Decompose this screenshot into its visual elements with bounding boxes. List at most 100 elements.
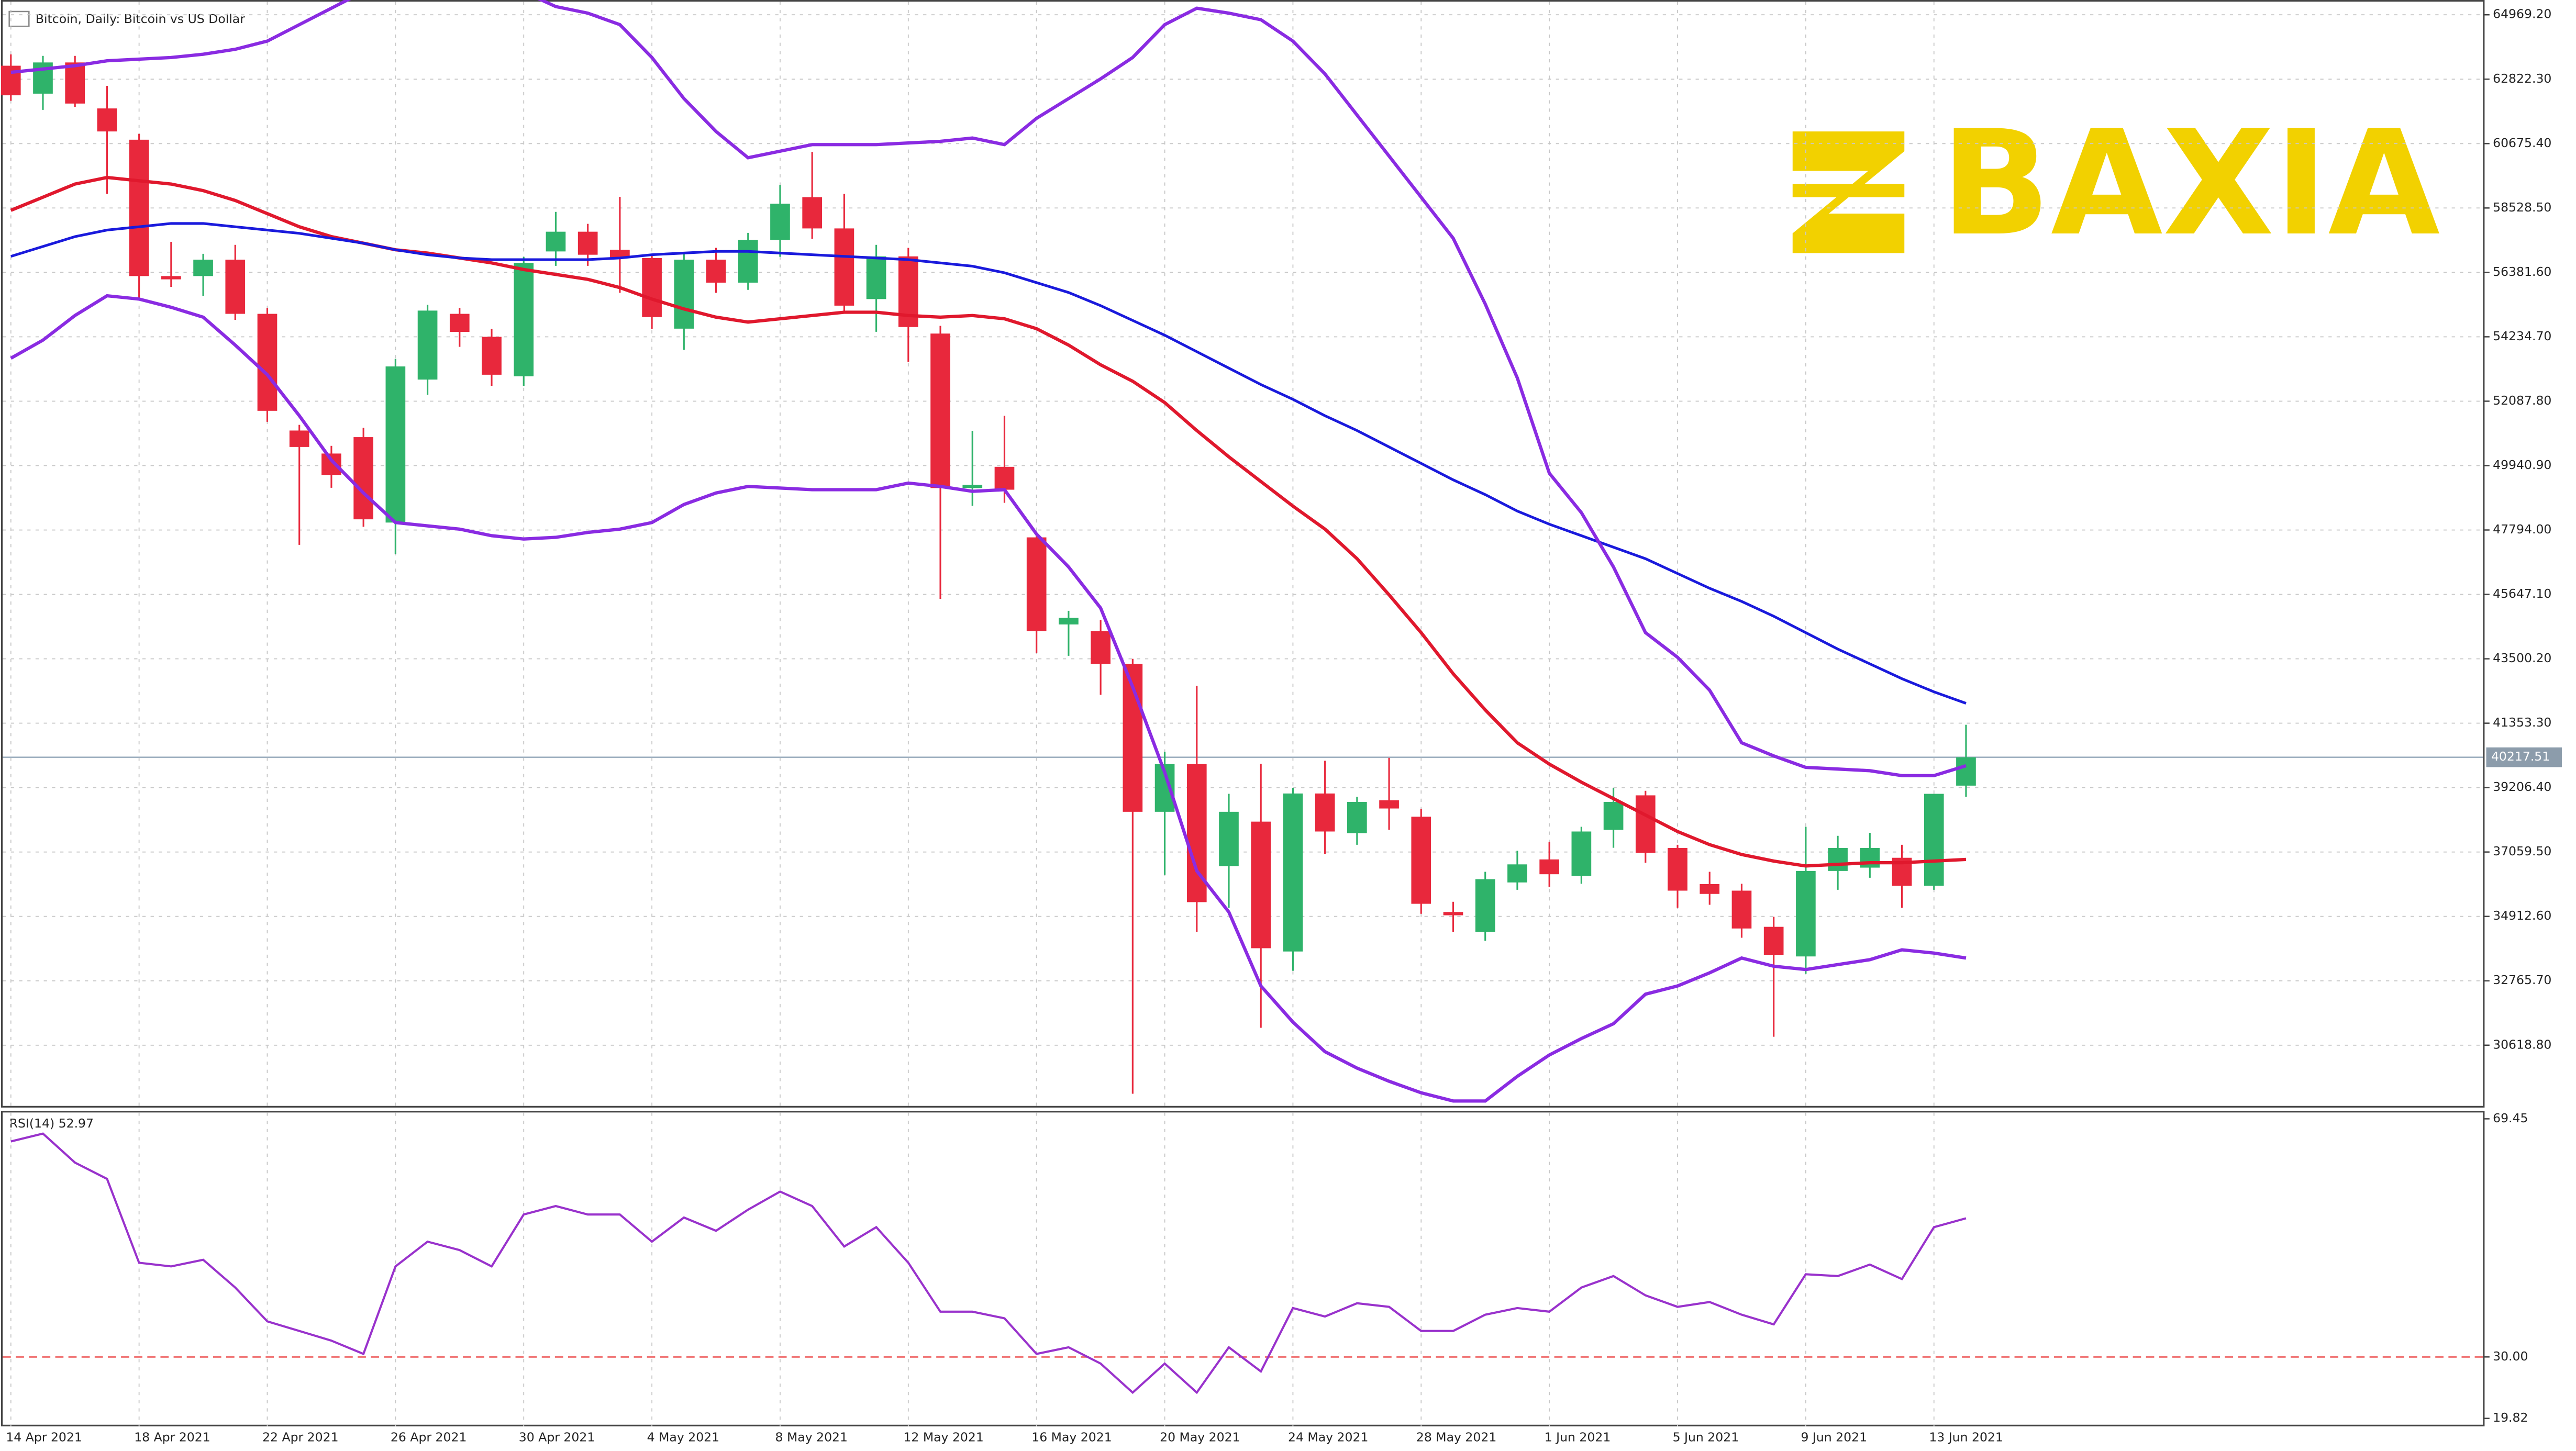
indicator-line <box>10 222 1967 705</box>
candle-body <box>674 260 694 329</box>
candle-body <box>1443 912 1463 916</box>
y-tick-label: 43500.20 <box>2493 651 2551 665</box>
candle-body <box>866 256 886 299</box>
candle-body <box>1219 811 1239 866</box>
candle-body <box>1411 817 1431 904</box>
candle-body <box>1379 800 1399 809</box>
candle-body <box>1059 618 1079 624</box>
x-tick-label: 9 Jun 2021 <box>1801 1430 1867 1444</box>
y-tick-label: 69.45 <box>2493 1111 2528 1125</box>
plot-area <box>3 1132 2483 1394</box>
candle-body <box>385 366 406 523</box>
y-tick-label: 58528.50 <box>2493 200 2551 215</box>
candle-body <box>1731 890 1752 929</box>
symbol-icon <box>8 10 30 27</box>
y-tick-label: 45647.10 <box>2493 586 2551 601</box>
candle-body <box>770 204 790 240</box>
x-tick-label: 4 May 2021 <box>647 1430 719 1444</box>
last-price-box <box>2486 747 2562 767</box>
candle-body <box>1956 757 1976 786</box>
y-tick-label: 49940.90 <box>2493 457 2551 472</box>
y-tick-label: 41353.30 <box>2493 715 2551 730</box>
chart-title: Bitcoin, Daily: Bitcoin vs US Dollar <box>36 12 245 26</box>
y-tick-label: 34912.60 <box>2493 908 2551 923</box>
candle-body <box>546 231 566 252</box>
candle-body <box>994 466 1015 490</box>
main-frame <box>1 0 2485 1108</box>
x-tick-label: 13 Jun 2021 <box>1929 1430 2003 1444</box>
candle-body <box>1763 927 1784 955</box>
candle-body <box>962 485 983 488</box>
y-tick-label: 60675.40 <box>2493 136 2551 150</box>
last-price-label: 40217.51 <box>2491 749 2550 764</box>
candle-body <box>449 314 470 332</box>
candle-body <box>1603 801 1624 830</box>
candle-body <box>706 260 726 283</box>
y-tick-label: 64969.20 <box>2493 7 2551 21</box>
candle-body <box>514 263 534 376</box>
candle-body <box>930 333 950 488</box>
candle-body <box>1507 864 1527 883</box>
candle-body <box>1571 831 1592 876</box>
y-tick-label: 19.82 <box>2493 1410 2528 1425</box>
candle-body <box>97 108 117 132</box>
candle-body <box>193 260 213 276</box>
candle-body <box>482 337 502 375</box>
candle-body <box>1026 537 1047 631</box>
x-tick-label: 16 May 2021 <box>1031 1430 1112 1444</box>
candle-body <box>321 453 341 475</box>
candle-body <box>1828 847 1848 871</box>
x-tick-label: 12 May 2021 <box>903 1430 983 1444</box>
candle-body <box>257 314 277 411</box>
candle-body <box>1635 795 1656 853</box>
x-tick-label: 28 May 2021 <box>1416 1430 1496 1444</box>
y-tick-label: 39206.40 <box>2493 779 2551 794</box>
candle-body <box>417 310 438 380</box>
candle-body <box>1251 821 1271 948</box>
x-tick-label: 20 May 2021 <box>1160 1430 1240 1444</box>
x-tick-label: 1 Jun 2021 <box>1545 1430 1611 1444</box>
x-tick-label: 8 May 2021 <box>775 1430 848 1444</box>
candle-body <box>738 240 758 283</box>
candle-body <box>642 258 662 317</box>
y-tick-label: 30.00 <box>2493 1349 2528 1364</box>
x-tick-label: 5 Jun 2021 <box>1673 1430 1739 1444</box>
y-tick-label: 30618.80 <box>2493 1037 2551 1052</box>
rsi-line <box>10 1132 1967 1394</box>
candle-body <box>578 231 598 255</box>
candle-body <box>1796 870 1816 957</box>
candle-body <box>1924 794 1944 886</box>
x-tick-label: 22 Apr 2021 <box>262 1430 338 1444</box>
candle-body <box>1668 847 1687 891</box>
y-tick-label: 32765.70 <box>2493 973 2551 987</box>
y-tick-label: 62822.30 <box>2493 71 2551 86</box>
candle-body <box>65 62 85 104</box>
watermark: BAXIA <box>1940 100 2441 268</box>
rsi-title: RSI(14) 52.97 <box>9 1116 94 1131</box>
logo <box>1792 131 1905 253</box>
x-tick-label: 26 Apr 2021 <box>391 1430 467 1444</box>
candle-body <box>610 250 630 258</box>
candle-body <box>1283 793 1303 952</box>
candle-body <box>1475 879 1495 932</box>
indicator-line <box>10 0 1967 777</box>
x-tick-label: 18 Apr 2021 <box>134 1430 210 1444</box>
candle-body <box>161 276 181 280</box>
indicator-line <box>10 294 1967 1103</box>
candle-body <box>1539 859 1559 875</box>
x-tick-label: 24 May 2021 <box>1288 1430 1368 1444</box>
candle-body <box>834 228 854 306</box>
y-tick-label: 54234.70 <box>2493 329 2551 343</box>
candle-body <box>1315 793 1335 832</box>
candle-body <box>353 437 373 520</box>
candle-body <box>1347 801 1367 833</box>
rsi-frame <box>1 1111 2485 1426</box>
candle-body <box>1700 884 1720 894</box>
plot-area <box>1 0 2483 1103</box>
y-tick-label: 52087.80 <box>2493 393 2551 408</box>
candle-body <box>129 139 149 276</box>
x-tick-label: 30 Apr 2021 <box>519 1430 595 1444</box>
candle-body <box>1091 631 1111 664</box>
